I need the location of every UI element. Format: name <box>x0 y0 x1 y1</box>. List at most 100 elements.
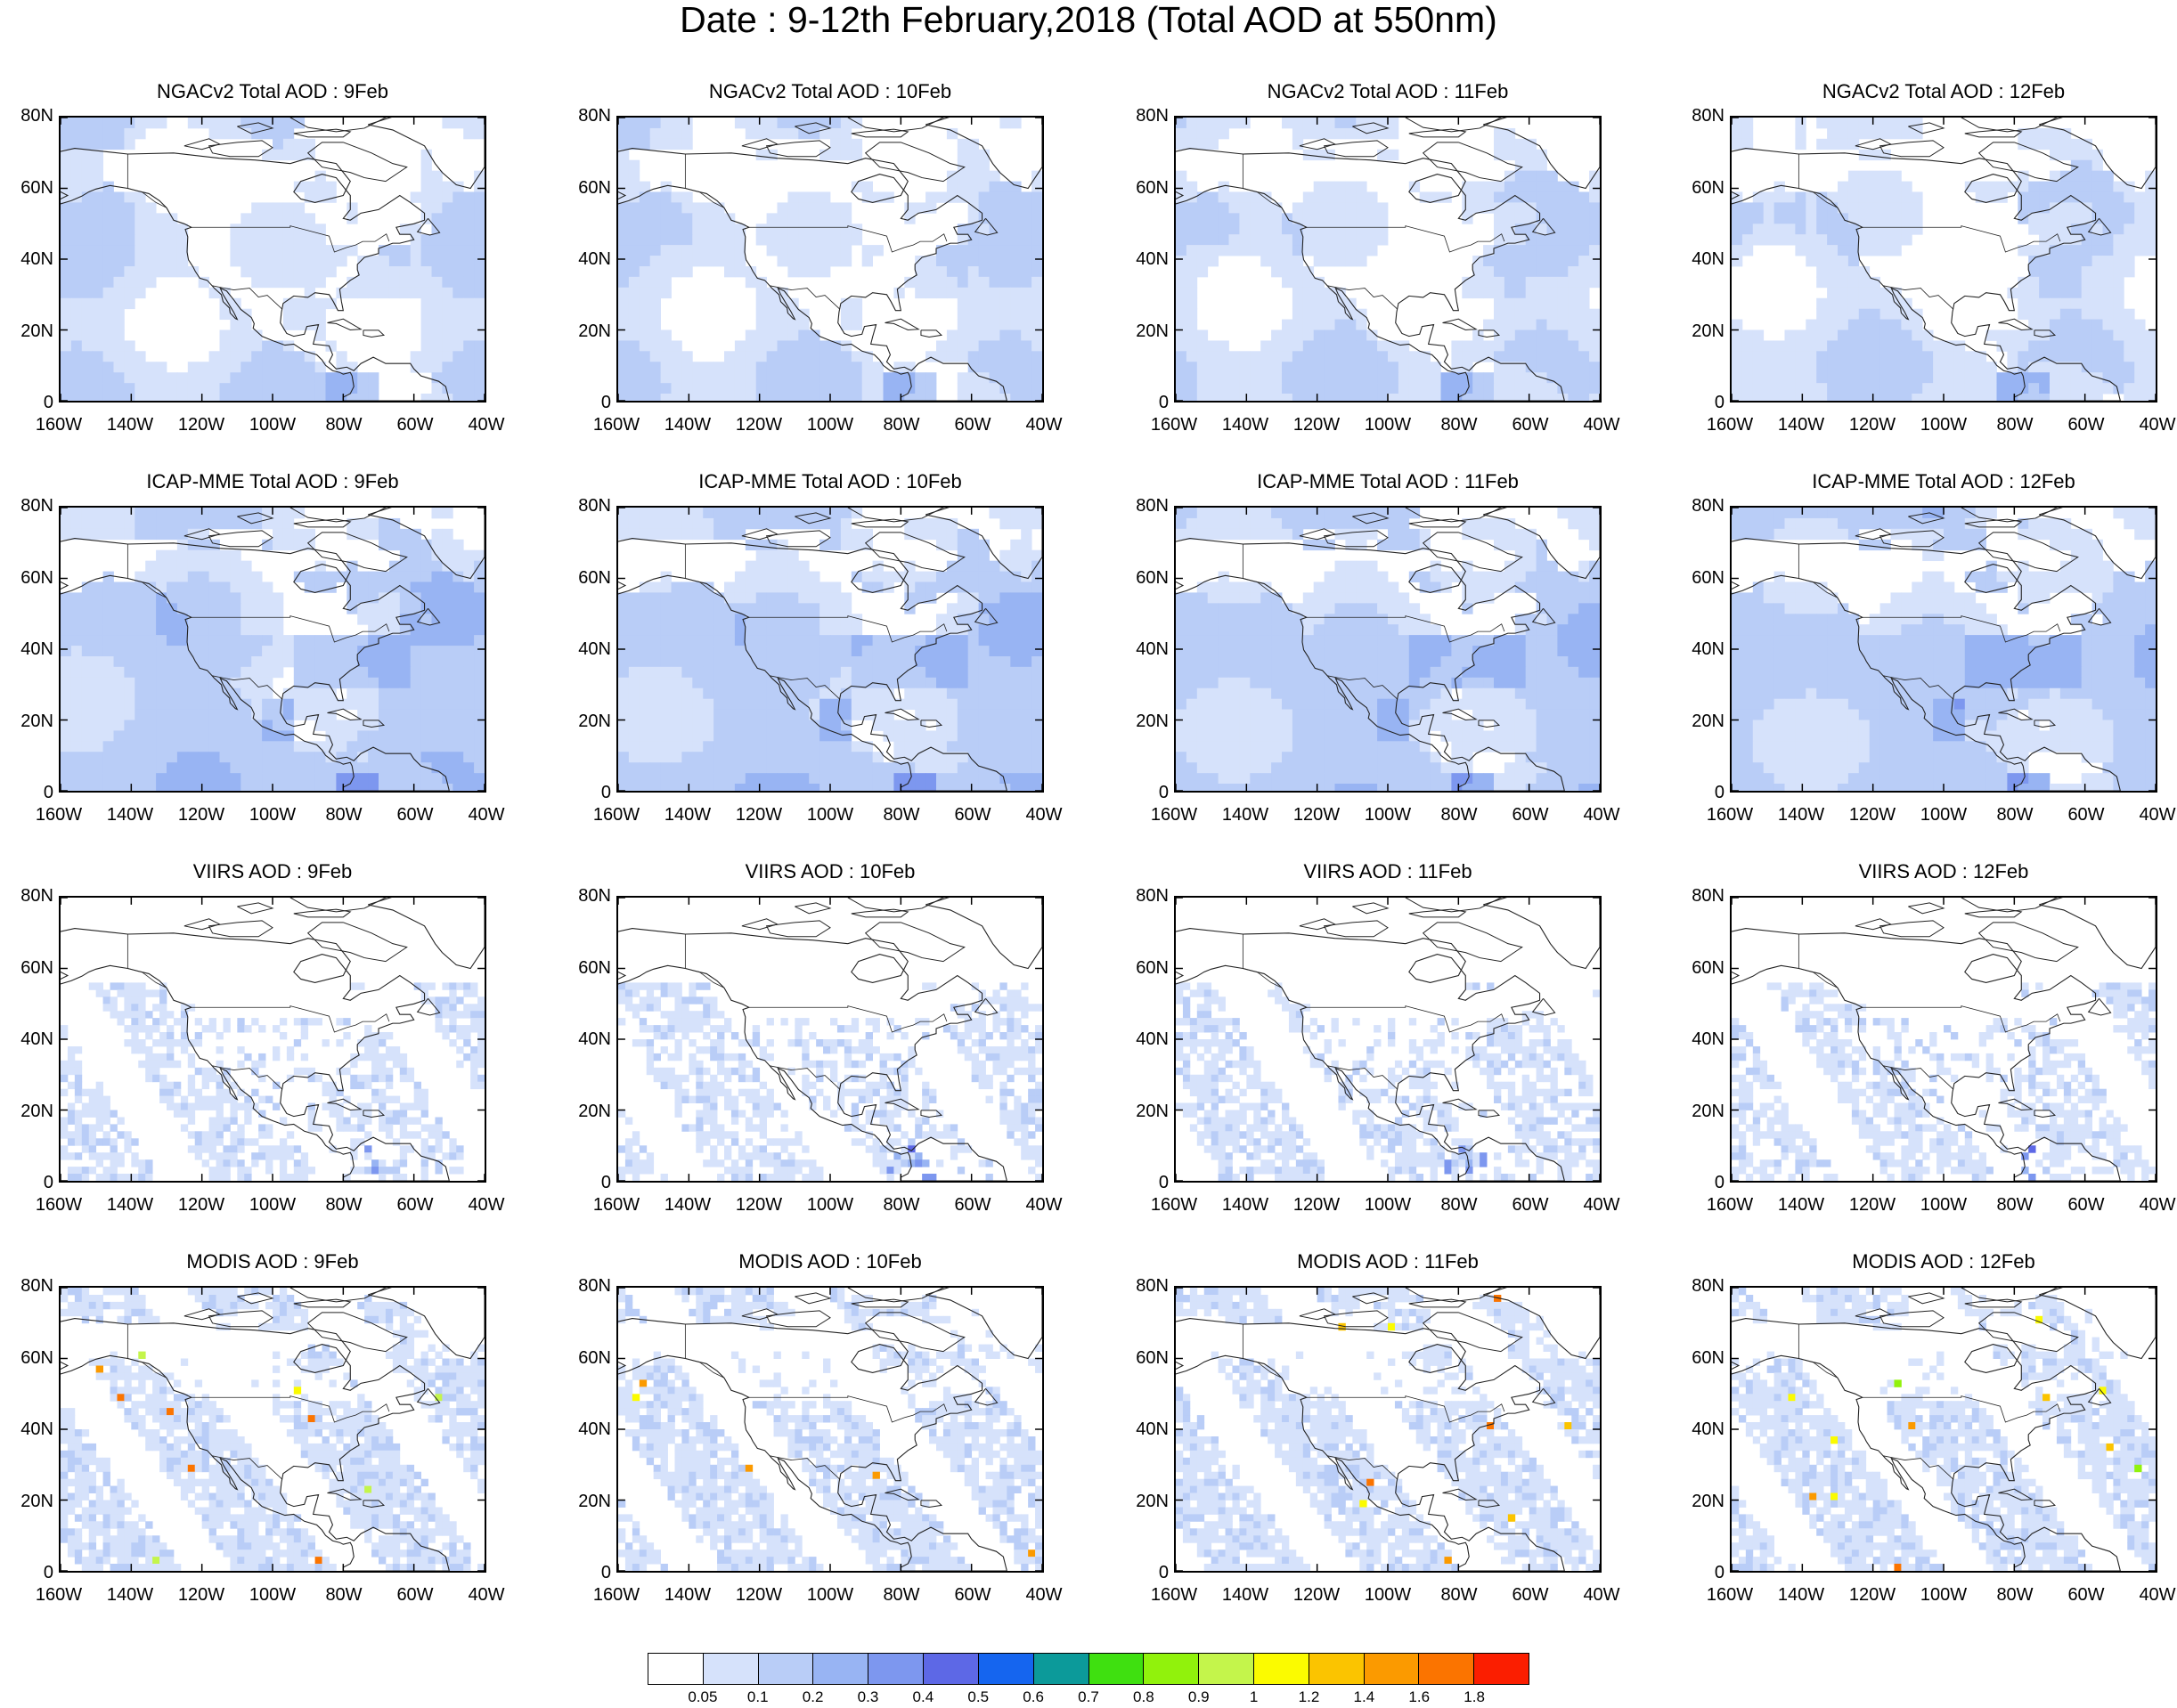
aod-cell <box>628 646 640 657</box>
aod-cell <box>1752 372 1765 384</box>
aod-cell <box>2028 319 2040 330</box>
aod-cell <box>81 698 94 711</box>
aod-cell <box>420 351 432 362</box>
aod-cell <box>282 265 295 278</box>
aod-cell <box>241 762 252 774</box>
aod-cell <box>724 635 736 647</box>
aod-cell <box>819 351 831 362</box>
aod-cell <box>1890 213 1902 224</box>
aod-cell <box>145 213 157 224</box>
aod-cell <box>1324 508 1335 519</box>
aod-cell <box>1504 351 1516 362</box>
lon-tick-label: 40W <box>1583 415 1620 435</box>
aod-cell <box>1313 351 1325 362</box>
aod-cell <box>2113 276 2124 289</box>
aod-cell <box>999 549 1011 562</box>
aod-cell <box>618 773 630 785</box>
aod-cell <box>2050 383 2061 394</box>
aod-cell <box>1985 383 1997 394</box>
aod-cell <box>809 624 820 636</box>
aod-cell <box>1504 181 1516 192</box>
aod-cell <box>463 319 475 330</box>
aod-cell <box>304 666 315 679</box>
aod-cell <box>1525 276 1537 289</box>
aod-cell <box>81 245 94 256</box>
aod-cell <box>262 741 273 752</box>
aod-cell <box>724 720 736 731</box>
aod-cell <box>777 539 788 551</box>
aod-cell <box>618 603 630 614</box>
aod-cell <box>167 528 178 541</box>
aod-cell <box>883 698 894 711</box>
aod-cell <box>851 383 863 394</box>
aod-cell <box>798 202 810 214</box>
aod-cell <box>1536 297 1547 310</box>
aod-cell <box>787 118 799 129</box>
aod-cell <box>431 170 443 182</box>
aod-cell <box>681 698 693 711</box>
aod-cell <box>999 256 1011 267</box>
aod-cell <box>1196 582 1209 593</box>
aod-cell <box>660 698 672 711</box>
aod-cell <box>1514 256 1527 267</box>
aod-cell <box>113 709 125 720</box>
aod-cell <box>453 624 464 636</box>
aod-cell <box>925 666 937 679</box>
aod-cell <box>176 709 189 720</box>
aod-cell <box>1975 362 1986 373</box>
aod-cell <box>70 762 83 774</box>
aod-cell <box>293 528 306 541</box>
aod-cell <box>755 319 767 330</box>
aod-cell <box>1890 224 1902 235</box>
aod-cell <box>176 560 189 572</box>
aod-cell <box>1398 394 1410 401</box>
aod-cell <box>293 372 306 384</box>
aod-cell <box>628 517 640 530</box>
aod-cell <box>156 256 167 267</box>
aod-cell <box>1250 603 1261 614</box>
aod-cell <box>1031 784 1042 791</box>
aod-cell <box>734 372 746 384</box>
aod-cell <box>713 624 725 636</box>
aod-cell <box>798 191 810 203</box>
aod-cell <box>399 784 412 791</box>
aod-cell <box>1377 508 1389 519</box>
aod-cell <box>1388 362 1399 373</box>
aod-cell <box>145 265 157 278</box>
aod-cell <box>936 265 948 278</box>
aod-cell <box>1568 592 1579 604</box>
aod-cell <box>2124 265 2135 278</box>
aod-cell <box>145 677 157 689</box>
aod-cell <box>442 677 453 689</box>
aod-cell <box>1901 213 1912 224</box>
aod-cell <box>2028 127 2040 140</box>
aod-cell <box>724 624 736 636</box>
aod-cell <box>830 202 842 214</box>
aod-cell <box>420 655 432 668</box>
aod-cell <box>145 517 157 530</box>
aod-cell <box>1408 571 1421 582</box>
aod-cell <box>649 256 661 267</box>
aod-cell <box>92 372 103 384</box>
aod-cell <box>671 603 682 614</box>
aod-cell <box>368 372 379 384</box>
aod-cell <box>660 202 672 214</box>
aod-cell <box>410 245 421 256</box>
aod-cell <box>1827 127 1839 140</box>
aod-cell <box>92 762 103 774</box>
aod-cell <box>777 329 788 341</box>
aod-cell <box>1302 265 1315 278</box>
aod-cell <box>1732 319 1743 330</box>
aod-cell <box>293 687 306 700</box>
aod-cell <box>681 666 693 679</box>
aod-cell <box>463 560 475 572</box>
aod-cell <box>2070 308 2083 321</box>
aod-cell <box>463 773 475 785</box>
aod-cell <box>1228 517 1240 530</box>
aod-cell <box>2070 276 2083 289</box>
aod-cell <box>1282 351 1293 362</box>
aod-cell <box>936 351 948 362</box>
aod-cell <box>135 655 146 668</box>
aod-cell <box>1847 202 1860 214</box>
aod-cell <box>872 720 884 731</box>
